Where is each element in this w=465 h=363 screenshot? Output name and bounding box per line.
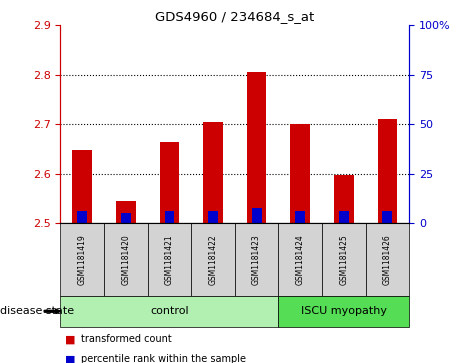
Text: ■: ■	[65, 334, 76, 344]
Text: GSM1181419: GSM1181419	[78, 234, 87, 285]
Text: disease state: disease state	[0, 306, 74, 316]
Text: transformed count: transformed count	[81, 334, 172, 344]
Bar	[116, 201, 136, 223]
Text: percentile rank within the sample: percentile rank within the sample	[81, 354, 246, 363]
Text: GSM1181421: GSM1181421	[165, 234, 174, 285]
Text: ■: ■	[65, 354, 76, 363]
Bar	[73, 150, 92, 223]
Text: control: control	[150, 306, 189, 316]
Bar	[77, 211, 87, 223]
Bar	[252, 208, 261, 223]
Bar	[208, 211, 218, 223]
Text: ISCU myopathy: ISCU myopathy	[301, 306, 387, 316]
Bar	[247, 72, 266, 223]
Text: GSM1181424: GSM1181424	[296, 234, 305, 285]
Text: GSM1181423: GSM1181423	[252, 234, 261, 285]
Bar	[121, 213, 131, 223]
Bar	[291, 124, 310, 223]
Bar	[383, 211, 392, 223]
Bar	[334, 175, 353, 223]
Bar	[378, 119, 397, 223]
Title: GDS4960 / 234684_s_at: GDS4960 / 234684_s_at	[155, 10, 314, 23]
Text: GSM1181426: GSM1181426	[383, 234, 392, 285]
Bar	[165, 211, 174, 223]
Bar	[203, 122, 223, 223]
Text: GSM1181425: GSM1181425	[339, 234, 348, 285]
Bar	[295, 211, 305, 223]
Bar	[339, 211, 349, 223]
Bar	[159, 142, 179, 223]
Text: GSM1181422: GSM1181422	[208, 234, 218, 285]
Text: GSM1181420: GSM1181420	[121, 234, 130, 285]
